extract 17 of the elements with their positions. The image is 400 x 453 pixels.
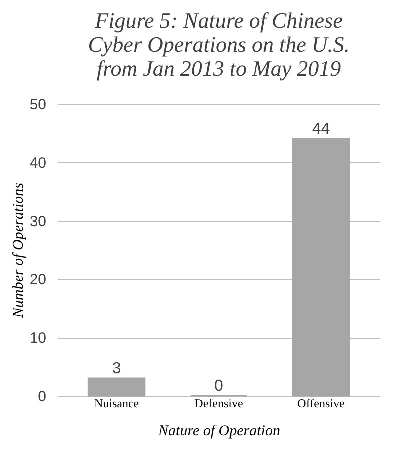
data-label: 0 [214,378,224,395]
y-tick-label: 40 [30,154,46,172]
x-tick-label: Defensive [194,396,244,410]
y-tick-label: 20 [30,272,46,289]
bar [292,138,350,397]
chart-title: Figure 5: Nature of Chinese Cyber Operations on the U.S. from Jan 2013 to May 2019 [88,8,350,81]
y-tick-label: 0 [38,388,46,406]
x-tick-label: Offensive [298,396,345,410]
data-label: 3 [112,360,122,378]
bar [88,378,146,397]
y-tick-label: 30 [30,213,46,230]
x-axis-title: Nature of Operation [158,424,280,440]
y-axis-title: Number of Operations [10,182,27,319]
y-tick-label: 50 [30,96,46,114]
y-tick-label: 10 [30,330,46,348]
x-tick-label: Nuisance [94,396,140,410]
data-label: 44 [312,121,330,138]
